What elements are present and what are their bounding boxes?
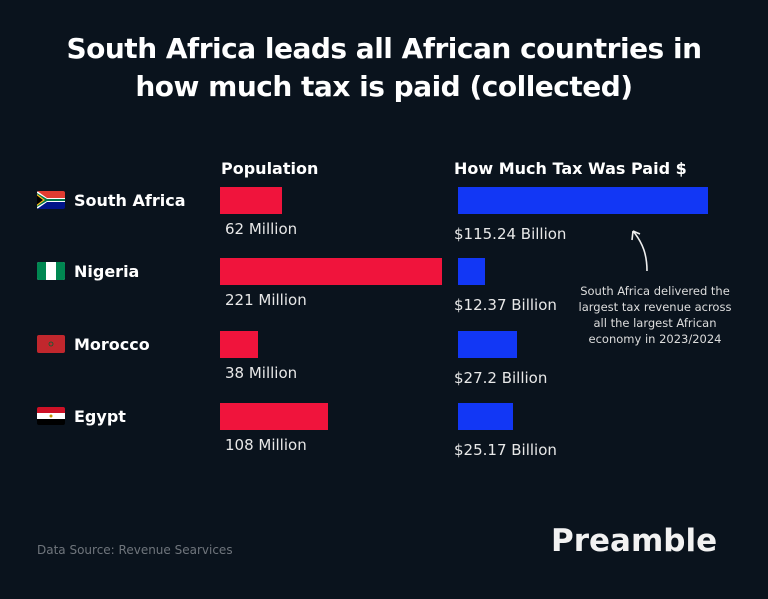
nigeria-flag-icon [37, 262, 65, 280]
country-label: Egypt [37, 406, 126, 426]
tax-bar [458, 403, 513, 430]
population-bar [220, 331, 259, 358]
egypt-flag-icon [37, 407, 65, 425]
annotation: South Africa delivered the largest tax r… [578, 284, 732, 346]
population-bar [220, 187, 283, 214]
country-name: Morocco [74, 334, 150, 354]
population-value-label: 38 Million [225, 364, 298, 382]
population-value-label: 108 Million [225, 436, 307, 454]
title-line-2: how much tax is paid (collected) [135, 70, 633, 103]
population-value-label: 221 Million [225, 291, 307, 309]
tax-bar [458, 331, 517, 358]
tax-value-label: $27.2 Billion [454, 369, 548, 387]
tax-value-label: $115.24 Billion [454, 225, 567, 243]
data-source: Data Source: Revenue Searvices [37, 543, 233, 557]
tax-bar [458, 258, 485, 285]
population-bar [220, 258, 442, 285]
population-bar [220, 403, 329, 430]
chart-title: South Africa leads all African countries… [0, 30, 768, 106]
country-label: Nigeria [37, 261, 139, 281]
tax-value-label: $25.17 Billion [454, 441, 557, 459]
population-value-label: 62 Million [225, 220, 298, 238]
country-label: Morocco [37, 334, 150, 354]
tax-header: How Much Tax Was Paid $ [454, 159, 687, 178]
country-name: Egypt [74, 406, 126, 426]
morocco-flag-icon [37, 335, 65, 353]
brand-logo: Preamble [551, 523, 718, 559]
country-label: South Africa [37, 190, 186, 210]
population-header: Population [221, 159, 319, 178]
arrow-icon [631, 230, 648, 272]
country-name: South Africa [74, 190, 186, 210]
tax-value-label: $12.37 Billion [454, 296, 557, 314]
south-africa-flag-icon [37, 191, 65, 209]
country-name: Nigeria [74, 261, 140, 281]
title-line-1: South Africa leads all African countries… [66, 32, 702, 65]
tax-bar [458, 187, 708, 214]
